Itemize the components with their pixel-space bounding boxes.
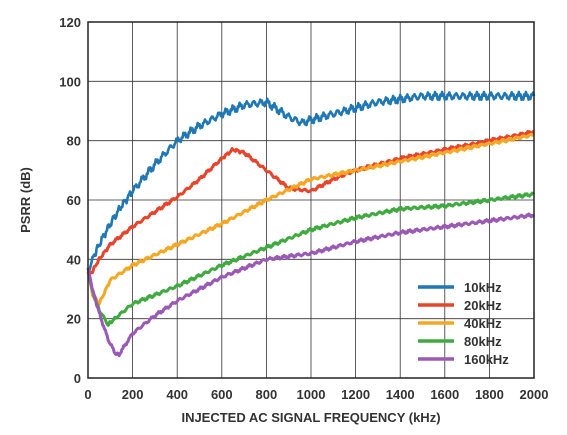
y-tick-label: 120 [59, 15, 81, 30]
y-tick-label: 20 [67, 312, 81, 327]
y-tick-label: 60 [67, 193, 81, 208]
legend-label: 20kHz [464, 298, 502, 313]
series-line-20kHz [87, 130, 535, 275]
plot-frame [87, 21, 535, 379]
x-tick-label: 1600 [430, 387, 459, 402]
legend-label: 160kHz [464, 352, 509, 367]
legend: 10kHz 20kHz 40kHz 80kHz 160kHz [418, 280, 509, 367]
y-tick-labels: 0 20 40 60 80 100 120 [59, 15, 81, 386]
series-line-80kHz [86, 191, 535, 327]
x-tick-label: 200 [122, 387, 144, 402]
series-line-160kHz [86, 212, 536, 358]
series-line-10kHz [87, 90, 536, 273]
legend-label: 80kHz [464, 334, 502, 349]
x-tick-label: 0 [84, 387, 91, 402]
x-tick-labels: 0 200 400 600 800 1000 1200 1400 1600 1800 2000 [84, 387, 548, 402]
x-tick-label: 2000 [520, 387, 549, 402]
legend-label: 10kHz [464, 280, 502, 295]
x-tick-label: 1800 [475, 387, 504, 402]
y-tick-label: 80 [67, 134, 81, 149]
y-axis-title: PSRR (dB) [18, 167, 33, 233]
x-tick-label: 1400 [386, 387, 415, 402]
x-tick-label: 800 [256, 387, 278, 402]
series-lines [86, 90, 536, 358]
x-tick-label: 600 [211, 387, 233, 402]
x-tick-label: 400 [166, 387, 188, 402]
series-line-40kHz [86, 132, 535, 306]
y-tick-label: 100 [59, 74, 81, 89]
y-tick-label: 40 [67, 252, 81, 267]
x-tick-label: 1200 [341, 387, 370, 402]
legend-label: 40kHz [464, 316, 502, 331]
y-tick-label: 0 [74, 371, 81, 386]
x-tick-label: 1000 [297, 387, 326, 402]
x-axis-title: INJECTED AC SIGNAL FREQUENCY (kHz) [181, 410, 440, 425]
